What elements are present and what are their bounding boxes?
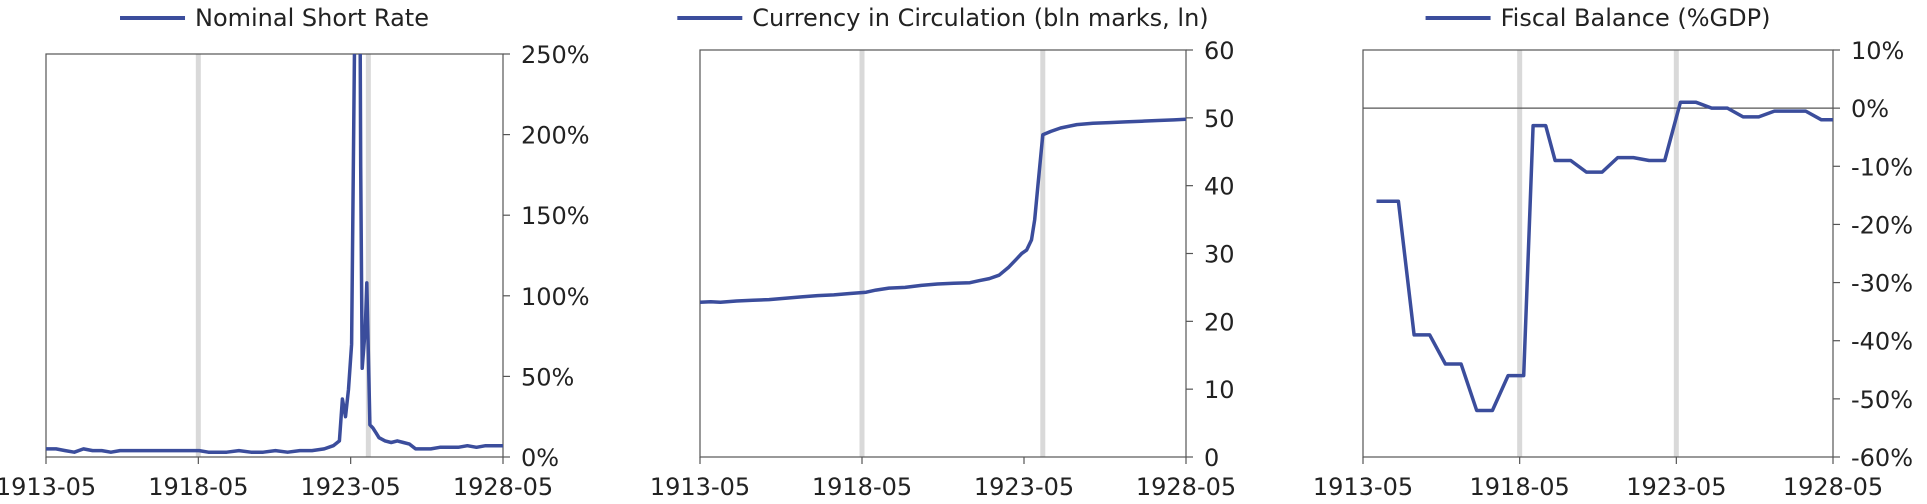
- plot-frame: [45, 53, 504, 458]
- x-tick-label: 1928-05: [1136, 473, 1236, 501]
- y-tick-label: 30: [1204, 241, 1235, 269]
- chart-fiscal-balance: 1913-05 1918-05 1923-05 1928-05-60% -50% -40%…: [1313, 4, 1913, 501]
- y-tick-label: 0: [1204, 444, 1219, 472]
- chart-nominal-short-rate: 1913-05 1918-05 1923-05 1928-050% 50% 100% 150…: [0, 4, 590, 501]
- plot-frame: [1362, 49, 1834, 458]
- y-tick-label: -60%: [1851, 444, 1913, 472]
- series-line: [46, 54, 503, 454]
- y-tick-label: 10%: [1851, 37, 1904, 65]
- y-tick-label: -20%: [1851, 211, 1913, 239]
- y-tick-label: 150%: [521, 202, 590, 230]
- x-tick-label: 1913-05: [0, 473, 96, 501]
- x-tick-label: 1918-05: [1470, 473, 1570, 501]
- y-tick-label: -40%: [1851, 328, 1913, 356]
- x-tick-label: 1928-05: [453, 473, 553, 501]
- y-tick-label: 50: [1204, 105, 1235, 133]
- legend-label: Fiscal Balance (%GDP): [1501, 4, 1771, 32]
- y-tick-label: 60: [1204, 37, 1235, 65]
- x-tick-label: 1923-05: [301, 473, 401, 501]
- chart-currency-in-circulation: 1913-05 1918-05 1923-05 1928-050 10 20 30 40 50 6…: [650, 4, 1236, 501]
- y-tick-label: -50%: [1851, 386, 1913, 414]
- y-tick-label: 50%: [521, 363, 574, 391]
- y-tick-label: 10: [1204, 376, 1235, 404]
- y-tick-label: -10%: [1851, 153, 1913, 181]
- y-tick-label: 0%: [521, 444, 559, 472]
- plot-frame: [699, 49, 1187, 458]
- y-tick-label: -30%: [1851, 270, 1913, 298]
- x-tick-label: 1913-05: [1313, 473, 1413, 501]
- x-tick-label: 1923-05: [1626, 473, 1726, 501]
- y-tick-label: 20: [1204, 308, 1235, 336]
- y-tick-label: 200%: [521, 122, 590, 150]
- x-tick-label: 1918-05: [148, 473, 248, 501]
- series-line: [700, 117, 1186, 305]
- y-tick-label: 250%: [521, 41, 590, 69]
- y-tick-label: 100%: [521, 283, 590, 311]
- y-tick-label: 0%: [1851, 95, 1889, 123]
- y-tick-label: 40: [1204, 173, 1235, 201]
- series-line: [1376, 100, 1833, 413]
- x-tick-label: 1918-05: [812, 473, 912, 501]
- legend-label: Nominal Short Rate: [195, 4, 429, 32]
- legend-label: Currency in Circulation (bln marks, ln): [752, 4, 1208, 32]
- x-tick-label: 1913-05: [650, 473, 750, 501]
- x-tick-label: 1928-05: [1783, 473, 1883, 501]
- x-tick-label: 1923-05: [974, 473, 1074, 501]
